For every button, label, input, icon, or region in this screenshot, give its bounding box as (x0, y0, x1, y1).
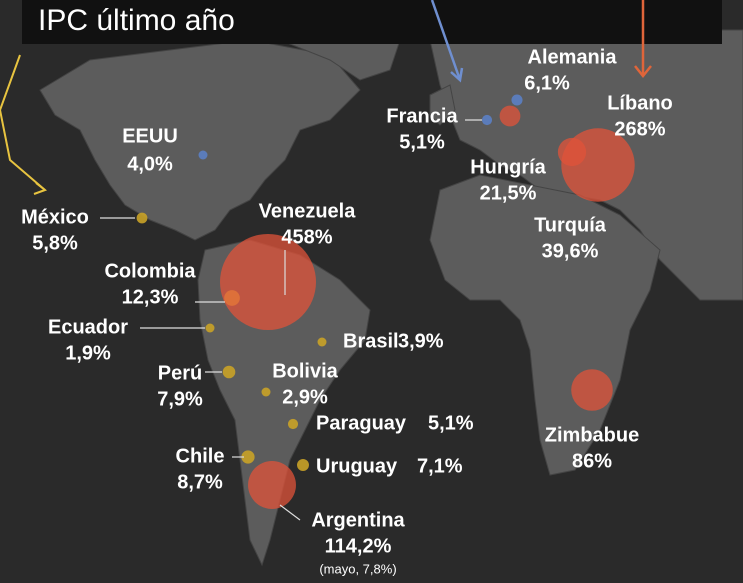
country-value: 86% (572, 450, 612, 472)
bubble (241, 450, 255, 464)
arrow (430, 0, 462, 81)
country-name: México (21, 206, 89, 228)
country-value: 2,9% (282, 386, 328, 408)
country-value: 8,7% (177, 471, 223, 493)
country-value: 5,1% (399, 131, 445, 153)
country-value: 39,6% (542, 240, 599, 262)
bubble (198, 150, 208, 160)
bubble (224, 290, 240, 306)
bubble (511, 94, 523, 106)
country-value: 21,5% (480, 182, 537, 204)
country-name: Uruguay (316, 455, 398, 477)
arrow (0, 54, 46, 191)
country-value: 5,1% (428, 412, 474, 434)
country-value: 12,3% (122, 286, 179, 308)
arrowhead (634, 65, 652, 79)
country-value: 7,1% (417, 455, 463, 477)
country-name: Venezuela (259, 200, 357, 222)
country-name: Alemania (528, 46, 618, 68)
bubble (557, 137, 587, 167)
country-name: Hungría (470, 156, 546, 178)
country-value: 1,9% (65, 342, 111, 364)
bubble (220, 234, 316, 330)
country-name: Líbano (607, 92, 673, 114)
title-box (22, 0, 722, 44)
bubble (317, 337, 327, 347)
bubble (222, 365, 236, 379)
country-name: Paraguay (316, 412, 407, 434)
country-value: 4,0% (127, 153, 173, 175)
country-name: Bolivia (272, 360, 338, 382)
bubble (205, 323, 215, 333)
country-name: Zimbabue (545, 424, 639, 446)
arrowhead (450, 67, 464, 83)
bubble (261, 387, 271, 397)
bubble (297, 459, 309, 471)
country-value: 6,1% (524, 72, 570, 94)
bubble (571, 369, 613, 411)
country-name: Colombia (104, 260, 196, 282)
leader-line (279, 504, 301, 521)
country-value: 268% (614, 118, 665, 140)
country-name: Turquía (534, 214, 607, 236)
bubble (481, 114, 493, 126)
arrowhead (33, 182, 48, 195)
country-name: Perú (158, 362, 202, 384)
country-name: EEUU (122, 125, 178, 147)
country-value: 7,9% (157, 388, 203, 410)
bubble (287, 418, 299, 430)
country-name: Argentina (311, 509, 405, 531)
country-name: Brasil (343, 330, 399, 352)
country-value: 5,8% (32, 232, 78, 254)
title: IPC último año (38, 4, 235, 37)
bubble (136, 212, 148, 224)
country-name: Francia (386, 105, 458, 127)
country-note: (mayo, 7,8%) (319, 561, 396, 576)
country-value: 114,2% (325, 535, 392, 557)
country-value: 458% (281, 226, 332, 248)
country-value: 3,9% (398, 330, 444, 352)
bubble (499, 105, 521, 127)
bubble (248, 461, 296, 509)
country-name: Chile (176, 445, 225, 467)
country-name: Ecuador (48, 316, 128, 338)
